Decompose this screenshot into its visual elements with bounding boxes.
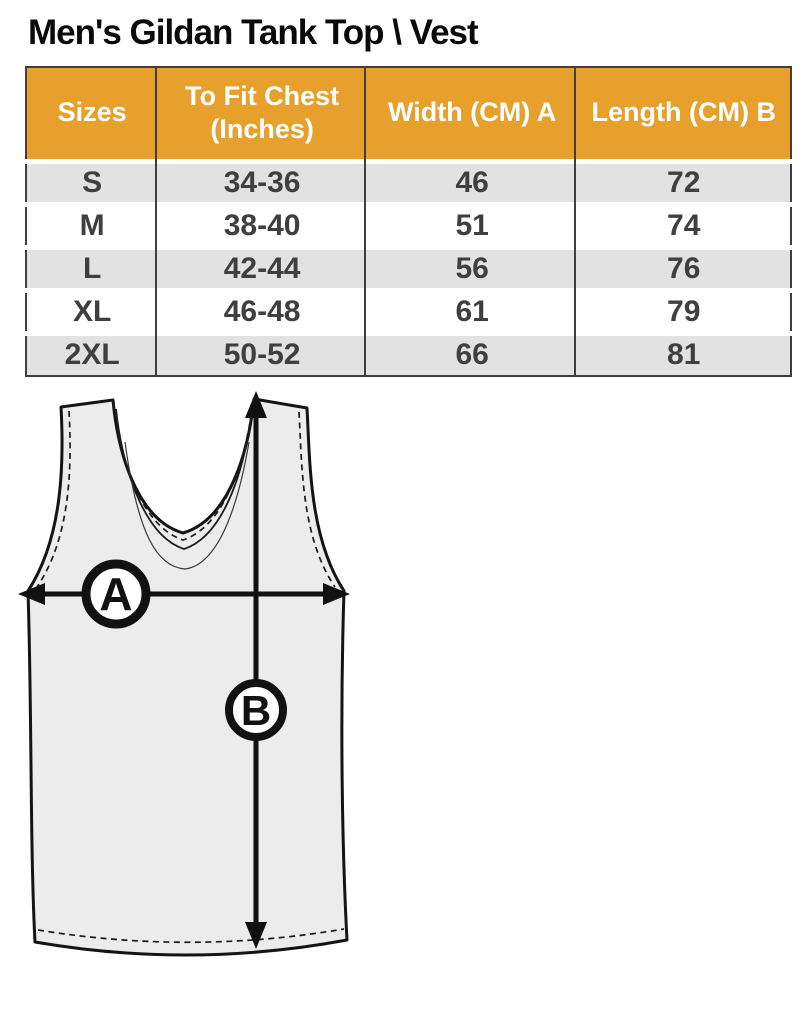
hem-stitch <box>37 928 345 944</box>
cell-chest: 34-36 <box>157 158 367 204</box>
cell-chest: 46-48 <box>157 287 367 333</box>
table-row: M 38-40 51 74 <box>26 201 791 247</box>
cell-chest: 50-52 <box>157 330 367 376</box>
tank-top-diagram: A B <box>18 391 350 957</box>
armhole-stitch-left <box>36 410 71 588</box>
cell-size: XL <box>26 287 158 333</box>
measure-a-badge: A <box>81 559 151 629</box>
cell-length: 79 <box>577 287 791 333</box>
cell-size: L <box>26 244 158 290</box>
cell-length: 74 <box>577 201 791 247</box>
measure-a-label: A <box>99 568 132 620</box>
neck-stitch <box>113 402 254 541</box>
cell-width: 61 <box>366 287 578 333</box>
arrowhead-up-icon <box>245 391 267 418</box>
size-chart-table: Sizes To Fit Chest (Inches) Width (CM) A… <box>25 66 792 377</box>
table-row: S 34-36 46 72 <box>26 158 791 204</box>
cell-chest: 42-44 <box>157 244 367 290</box>
neckline-fold <box>124 441 250 570</box>
cell-width: 46 <box>366 158 578 204</box>
header-row: Sizes To Fit Chest (Inches) Width (CM) A… <box>26 67 791 161</box>
column-divider <box>574 66 576 377</box>
cell-width: 56 <box>366 244 578 290</box>
measure-b-badge: B <box>225 679 287 741</box>
cell-size: S <box>26 158 158 204</box>
arrowhead-right-icon <box>323 583 350 605</box>
measure-b-label: B <box>241 687 271 734</box>
table-row: 2XL 50-52 66 81 <box>26 330 791 376</box>
column-divider <box>364 66 366 377</box>
length-arrow <box>245 391 267 949</box>
col-header-width: Width (CM) A <box>366 67 578 161</box>
size-chart-body: S 34-36 46 72 M 38-40 51 74 L 42-44 56 7… <box>26 158 791 376</box>
size-chart: Sizes To Fit Chest (Inches) Width (CM) A… <box>25 66 792 377</box>
armhole-stitch-right <box>298 411 336 588</box>
tank-outline <box>26 397 349 957</box>
cell-size: 2XL <box>26 330 158 376</box>
col-header-sizes: Sizes <box>26 67 158 161</box>
cell-length: 81 <box>577 330 791 376</box>
column-divider <box>155 66 157 377</box>
cell-size: M <box>26 201 158 247</box>
page-title: Men's Gildan Tank Top \ Vest <box>28 13 479 52</box>
cell-width: 51 <box>366 201 578 247</box>
arrowhead-left-icon <box>18 583 45 605</box>
cell-width: 66 <box>366 330 578 376</box>
measurement-diagram: A B <box>13 387 812 977</box>
col-header-chest: To Fit Chest (Inches) <box>157 67 367 161</box>
table-row: XL 46-48 61 79 <box>26 287 791 333</box>
size-chart-header: Sizes To Fit Chest (Inches) Width (CM) A… <box>26 67 791 161</box>
size-guide-page: Men's Gildan Tank Top \ Vest Sizes To Fi… <box>0 13 812 977</box>
table-row: L 42-44 56 76 <box>26 244 791 290</box>
arrowhead-down-icon <box>245 922 267 949</box>
cell-chest: 38-40 <box>157 201 367 247</box>
col-header-length: Length (CM) B <box>577 67 791 161</box>
cell-length: 76 <box>577 244 791 290</box>
cell-length: 72 <box>577 158 791 204</box>
